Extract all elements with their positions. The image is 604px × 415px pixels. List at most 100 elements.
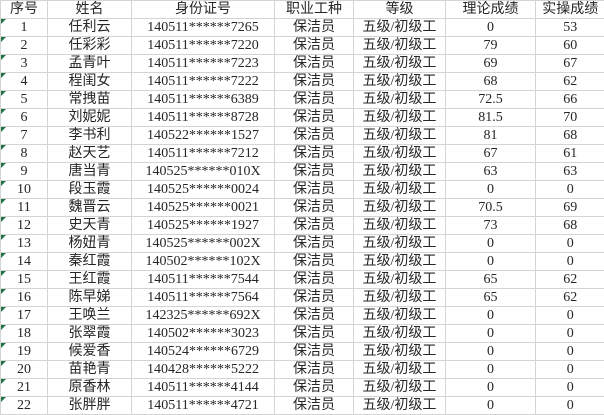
cell-serial[interactable]: 1 bbox=[0, 18, 48, 37]
cell-occupation[interactable]: 保洁员 bbox=[274, 126, 354, 145]
cell-name[interactable]: 魏晋云 bbox=[47, 198, 132, 217]
cell-level[interactable]: 五级/初级工 bbox=[353, 234, 446, 253]
cell-occupation[interactable]: 保洁员 bbox=[274, 216, 354, 235]
cell-id-number[interactable]: 140511******7220 bbox=[131, 36, 275, 55]
cell-serial[interactable]: 15 bbox=[0, 270, 48, 289]
cell-practical-score[interactable]: 70 bbox=[535, 108, 604, 127]
cell-practical-score[interactable]: 0 bbox=[535, 252, 604, 271]
cell-occupation[interactable]: 保洁员 bbox=[274, 270, 354, 289]
cell-practical-score[interactable]: 0 bbox=[535, 324, 604, 343]
cell-level[interactable]: 五级/初级工 bbox=[353, 126, 446, 145]
cell-name[interactable]: 刘妮妮 bbox=[47, 108, 132, 127]
header-id-number[interactable]: 身份证号 bbox=[131, 0, 275, 19]
cell-id-number[interactable]: 142325******692X bbox=[131, 306, 275, 325]
cell-occupation[interactable]: 保洁员 bbox=[274, 144, 354, 163]
cell-practical-score[interactable]: 68 bbox=[535, 126, 604, 145]
cell-serial[interactable]: 2 bbox=[0, 36, 48, 55]
cell-id-number[interactable]: 140502******3023 bbox=[131, 324, 275, 343]
cell-practical-score[interactable]: 53 bbox=[535, 18, 604, 37]
cell-id-number[interactable]: 140522******1527 bbox=[131, 126, 275, 145]
cell-occupation[interactable]: 保洁员 bbox=[274, 324, 354, 343]
cell-occupation[interactable]: 保洁员 bbox=[274, 162, 354, 181]
cell-level[interactable]: 五级/初级工 bbox=[353, 162, 446, 181]
cell-level[interactable]: 五级/初级工 bbox=[353, 270, 446, 289]
cell-level[interactable]: 五级/初级工 bbox=[353, 108, 446, 127]
header-occupation[interactable]: 职业工种 bbox=[274, 0, 354, 19]
cell-serial[interactable]: 4 bbox=[0, 72, 48, 91]
cell-id-number[interactable]: 140511******7222 bbox=[131, 72, 275, 91]
cell-name[interactable]: 程闺女 bbox=[47, 72, 132, 91]
cell-serial[interactable]: 8 bbox=[0, 144, 48, 163]
cell-theory-score[interactable]: 0 bbox=[445, 396, 536, 415]
cell-id-number[interactable]: 140525******010X bbox=[131, 162, 275, 181]
cell-level[interactable]: 五级/初级工 bbox=[353, 144, 446, 163]
cell-theory-score[interactable]: 73 bbox=[445, 216, 536, 235]
header-theory-score[interactable]: 理论成绩 bbox=[445, 0, 536, 19]
cell-practical-score[interactable]: 0 bbox=[535, 360, 604, 379]
cell-theory-score[interactable]: 0 bbox=[445, 180, 536, 199]
cell-practical-score[interactable]: 69 bbox=[535, 198, 604, 217]
cell-occupation[interactable]: 保洁员 bbox=[274, 36, 354, 55]
cell-practical-score[interactable]: 62 bbox=[535, 288, 604, 307]
cell-practical-score[interactable]: 62 bbox=[535, 270, 604, 289]
cell-practical-score[interactable]: 0 bbox=[535, 396, 604, 415]
cell-theory-score[interactable]: 63 bbox=[445, 162, 536, 181]
cell-level[interactable]: 五级/初级工 bbox=[353, 396, 446, 415]
cell-id-number[interactable]: 140525******0021 bbox=[131, 198, 275, 217]
cell-occupation[interactable]: 保洁员 bbox=[274, 342, 354, 361]
cell-level[interactable]: 五级/初级工 bbox=[353, 306, 446, 325]
cell-serial[interactable]: 11 bbox=[0, 198, 48, 217]
cell-practical-score[interactable]: 0 bbox=[535, 306, 604, 325]
cell-name[interactable]: 张胖胖 bbox=[47, 396, 132, 415]
cell-name[interactable]: 张翠霞 bbox=[47, 324, 132, 343]
cell-id-number[interactable]: 140511******8728 bbox=[131, 108, 275, 127]
cell-occupation[interactable]: 保洁员 bbox=[274, 18, 354, 37]
cell-practical-score[interactable]: 62 bbox=[535, 72, 604, 91]
cell-theory-score[interactable]: 0 bbox=[445, 378, 536, 397]
cell-name[interactable]: 原香林 bbox=[47, 378, 132, 397]
cell-id-number[interactable]: 140511******7564 bbox=[131, 288, 275, 307]
cell-practical-score[interactable]: 0 bbox=[535, 234, 604, 253]
cell-practical-score[interactable]: 68 bbox=[535, 216, 604, 235]
cell-level[interactable]: 五级/初级工 bbox=[353, 216, 446, 235]
cell-theory-score[interactable]: 81 bbox=[445, 126, 536, 145]
cell-serial[interactable]: 7 bbox=[0, 126, 48, 145]
header-name[interactable]: 姓名 bbox=[47, 0, 132, 19]
cell-id-number[interactable]: 140524******6729 bbox=[131, 342, 275, 361]
cell-level[interactable]: 五级/初级工 bbox=[353, 36, 446, 55]
cell-name[interactable]: 任利云 bbox=[47, 18, 132, 37]
cell-id-number[interactable]: 140502******102X bbox=[131, 252, 275, 271]
cell-theory-score[interactable]: 68 bbox=[445, 72, 536, 91]
cell-name[interactable]: 陈早娣 bbox=[47, 288, 132, 307]
cell-name[interactable]: 段玉霞 bbox=[47, 180, 132, 199]
cell-serial[interactable]: 16 bbox=[0, 288, 48, 307]
cell-practical-score[interactable]: 67 bbox=[535, 54, 604, 73]
cell-name[interactable]: 杨妞青 bbox=[47, 234, 132, 253]
cell-theory-score[interactable]: 0 bbox=[445, 342, 536, 361]
header-serial[interactable]: 序号 bbox=[0, 0, 48, 19]
cell-theory-score[interactable]: 0 bbox=[445, 360, 536, 379]
cell-theory-score[interactable]: 0 bbox=[445, 324, 536, 343]
cell-name[interactable]: 秦红霞 bbox=[47, 252, 132, 271]
cell-serial[interactable]: 13 bbox=[0, 234, 48, 253]
cell-id-number[interactable]: 140511******7223 bbox=[131, 54, 275, 73]
cell-level[interactable]: 五级/初级工 bbox=[353, 360, 446, 379]
cell-serial[interactable]: 20 bbox=[0, 360, 48, 379]
cell-id-number[interactable]: 140511******4144 bbox=[131, 378, 275, 397]
cell-theory-score[interactable]: 0 bbox=[445, 306, 536, 325]
cell-level[interactable]: 五级/初级工 bbox=[353, 342, 446, 361]
cell-theory-score[interactable]: 81.5 bbox=[445, 108, 536, 127]
cell-serial[interactable]: 12 bbox=[0, 216, 48, 235]
cell-occupation[interactable]: 保洁员 bbox=[274, 54, 354, 73]
cell-serial[interactable]: 5 bbox=[0, 90, 48, 109]
cell-id-number[interactable]: 140511******7212 bbox=[131, 144, 275, 163]
cell-name[interactable]: 候爱香 bbox=[47, 342, 132, 361]
cell-practical-score[interactable]: 61 bbox=[535, 144, 604, 163]
cell-serial[interactable]: 14 bbox=[0, 252, 48, 271]
cell-theory-score[interactable]: 69 bbox=[445, 54, 536, 73]
cell-name[interactable]: 任彩彩 bbox=[47, 36, 132, 55]
cell-practical-score[interactable]: 0 bbox=[535, 342, 604, 361]
cell-serial[interactable]: 10 bbox=[0, 180, 48, 199]
cell-level[interactable]: 五级/初级工 bbox=[353, 324, 446, 343]
cell-practical-score[interactable]: 60 bbox=[535, 36, 604, 55]
